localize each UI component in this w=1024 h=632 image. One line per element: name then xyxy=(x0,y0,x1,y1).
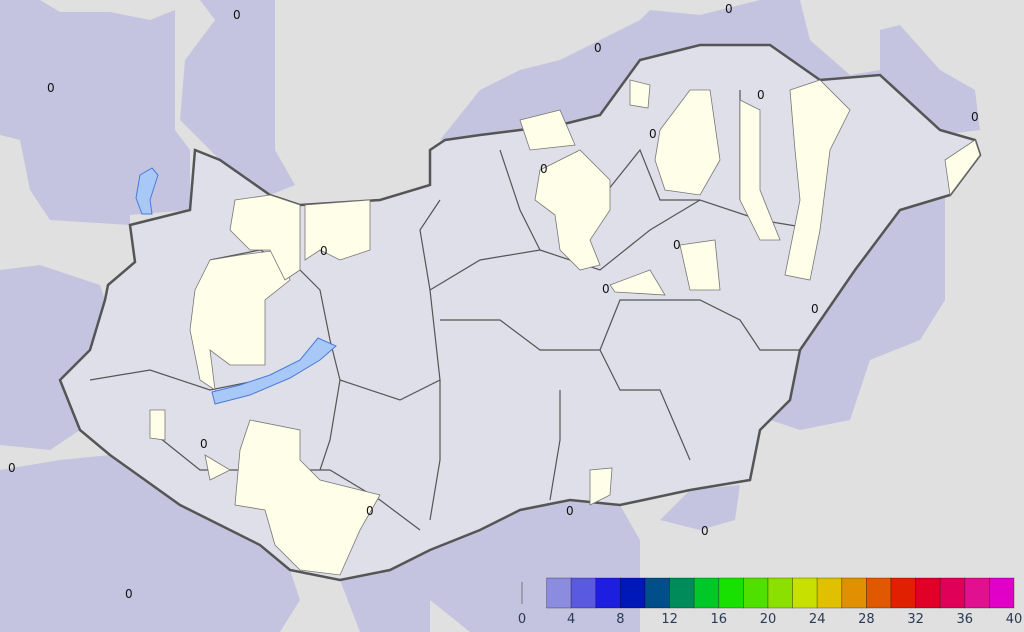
legend-tick-label: 12 xyxy=(661,612,678,627)
contour-label: 0 xyxy=(47,81,55,95)
legend-tick-label: 0 xyxy=(518,612,526,627)
legend-bin xyxy=(595,577,621,609)
legend-bin xyxy=(570,577,597,609)
legend-tick-label: 20 xyxy=(760,612,777,627)
legend-tick-label: 24 xyxy=(809,612,826,627)
legend-bin xyxy=(939,577,966,609)
county-borders xyxy=(89,90,821,531)
contour-label: 0 xyxy=(725,2,733,16)
region-romania-south xyxy=(660,485,740,530)
contour-label: 0 xyxy=(320,244,328,258)
contour-label: 0 xyxy=(701,524,709,538)
legend-tick-label: 36 xyxy=(957,612,974,627)
region-slovenia xyxy=(0,265,105,450)
contour-label: 0 xyxy=(594,41,602,55)
legend-bin xyxy=(546,577,572,609)
legend-bin xyxy=(718,577,744,609)
legend-bin xyxy=(841,577,867,609)
legend-bin xyxy=(890,577,917,609)
legend-tick-label: 8 xyxy=(616,612,624,627)
contour-label: 0 xyxy=(811,302,819,316)
legend-bin xyxy=(792,577,818,609)
legend-tick-label: 28 xyxy=(858,612,875,627)
legend-bin xyxy=(964,577,990,609)
region-slovakia xyxy=(440,0,980,140)
legend-bin xyxy=(816,577,843,609)
legend-bin xyxy=(644,577,671,609)
lake-balaton xyxy=(211,337,337,405)
legend-bin xyxy=(915,577,941,609)
region-romania xyxy=(770,195,945,430)
contour-label: 0 xyxy=(673,238,681,252)
contour-label: 0 xyxy=(125,587,133,601)
contour-label: 0 xyxy=(233,8,241,22)
legend-bin xyxy=(989,577,1015,609)
contour-labels: 0 0 0 0 0 0 0 0 0 0 0 0 0 0 0 0 0 0 xyxy=(8,2,979,601)
legend-tick-label: 40 xyxy=(1006,612,1023,627)
contour-label: 0 xyxy=(8,461,16,475)
lakes xyxy=(135,167,337,405)
contour-label: 0 xyxy=(566,504,574,518)
contour-label: 0 xyxy=(200,437,208,451)
contour-label: 0 xyxy=(757,88,765,102)
contour-label: 0 xyxy=(366,504,374,518)
legend-bin xyxy=(693,577,720,609)
region-austria-north xyxy=(180,0,295,195)
outside-zero-regions xyxy=(0,0,980,632)
color-legend: 0 4 8 12 16 20 24 28 32 36 40 xyxy=(518,577,1023,627)
legend-tick-label: 4 xyxy=(567,612,575,627)
region-croatia xyxy=(0,455,300,632)
contour-label: 0 xyxy=(649,127,657,141)
legend-bin xyxy=(620,577,646,609)
legend-tick-label: 16 xyxy=(711,612,728,627)
region-balkans xyxy=(340,550,430,632)
legend-bin xyxy=(866,577,892,609)
legend-tick-label: 32 xyxy=(907,612,924,627)
zero-areas xyxy=(149,79,981,576)
contour-label: 0 xyxy=(971,110,979,124)
contour-label: 0 xyxy=(540,162,548,176)
contour-label: 0 xyxy=(602,282,610,296)
legend-bin xyxy=(669,577,695,609)
legend-bin xyxy=(767,577,794,609)
lake-neusiedl xyxy=(135,167,159,215)
region-austria-west xyxy=(0,0,190,225)
legend-bin xyxy=(743,577,769,609)
